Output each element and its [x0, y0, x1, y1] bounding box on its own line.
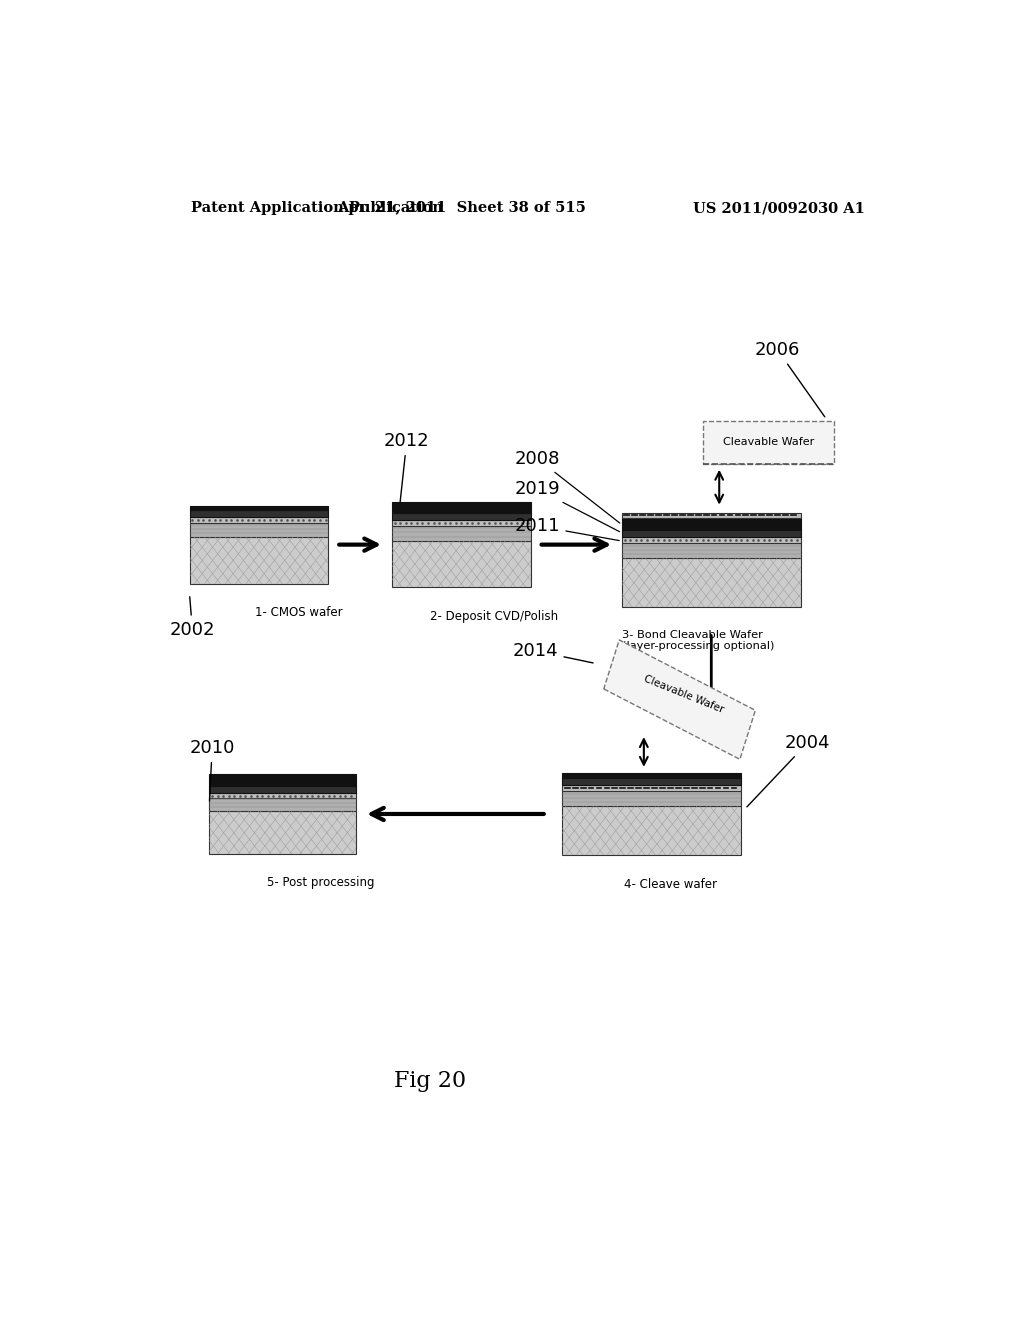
Bar — [622, 525, 801, 529]
Bar — [562, 772, 741, 777]
Bar — [209, 812, 356, 854]
Bar — [562, 807, 741, 855]
Text: 4- Cleave wafer: 4- Cleave wafer — [624, 878, 717, 891]
Bar — [189, 510, 329, 516]
Bar — [392, 502, 530, 510]
Bar — [189, 537, 329, 583]
Text: 2- Deposit CVD/Polish: 2- Deposit CVD/Polish — [430, 610, 558, 623]
Bar — [562, 807, 741, 855]
Bar — [562, 807, 741, 855]
Bar — [622, 543, 801, 558]
Bar — [392, 527, 530, 541]
Bar — [562, 791, 741, 807]
Bar — [189, 506, 329, 510]
Bar — [622, 558, 801, 607]
Text: 2004: 2004 — [746, 734, 830, 807]
Text: Fig 20: Fig 20 — [393, 1071, 466, 1092]
Bar — [392, 513, 530, 520]
Bar — [209, 812, 356, 854]
Text: 2002: 2002 — [170, 597, 215, 639]
Bar — [622, 558, 801, 607]
Text: Cleavable Wafer: Cleavable Wafer — [642, 675, 725, 715]
Text: 2006: 2006 — [755, 341, 824, 417]
Bar — [189, 516, 329, 523]
Text: 2012: 2012 — [384, 432, 429, 502]
Polygon shape — [604, 640, 756, 759]
Bar — [622, 558, 801, 607]
Text: Apr. 21, 2011  Sheet 38 of 515: Apr. 21, 2011 Sheet 38 of 515 — [337, 201, 586, 215]
Text: 3- Bond Cleavable Wafer
(layer-processing optional): 3- Bond Cleavable Wafer (layer-processin… — [622, 630, 774, 651]
Bar — [392, 520, 530, 527]
Bar — [622, 517, 801, 525]
Bar — [392, 541, 530, 587]
Bar — [189, 523, 329, 537]
Text: 1- CMOS wafer: 1- CMOS wafer — [255, 606, 343, 619]
Text: Patent Application Publication: Patent Application Publication — [191, 201, 443, 215]
Text: US 2011/0092030 A1: US 2011/0092030 A1 — [693, 201, 864, 215]
Bar — [622, 537, 801, 543]
Text: 2011: 2011 — [515, 517, 620, 541]
Bar — [209, 812, 356, 854]
Bar — [189, 537, 329, 583]
Bar — [703, 421, 835, 463]
Bar — [392, 541, 530, 587]
Text: 2008: 2008 — [515, 450, 620, 523]
Bar — [622, 512, 801, 517]
Bar — [392, 541, 530, 587]
Text: 2010: 2010 — [189, 739, 234, 801]
Text: 2019: 2019 — [515, 480, 620, 532]
Text: 5- Post processing: 5- Post processing — [267, 876, 375, 890]
Bar — [562, 777, 741, 785]
Bar — [209, 781, 356, 785]
Bar — [209, 799, 356, 812]
Bar — [189, 537, 329, 583]
Bar — [209, 774, 356, 781]
Bar — [209, 793, 356, 799]
Bar — [622, 529, 801, 537]
Bar — [209, 785, 356, 793]
Text: 2014: 2014 — [513, 642, 593, 663]
Bar — [562, 785, 741, 791]
Bar — [392, 510, 530, 513]
Text: Cleavable Wafer: Cleavable Wafer — [723, 437, 814, 447]
